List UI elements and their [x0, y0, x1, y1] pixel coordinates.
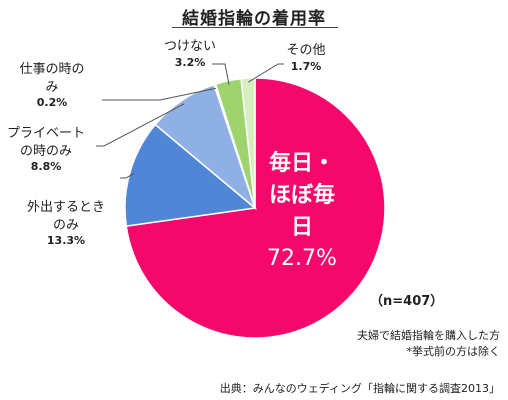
slice-label-notworn: つけない 3.2%	[148, 38, 232, 70]
slice-name-private-2: の時のみ	[19, 143, 72, 159]
source-credit: 出典：みんなのウェディング「指輪に関する調査2013」	[219, 382, 500, 395]
slice-name-outing-1: 外出するとき	[26, 200, 105, 215]
pie-slice-outing	[124, 123, 257, 227]
slice-label-other: その他 1.7%	[274, 42, 338, 74]
slice-label-daily: 毎日・ ほぼ毎 日 72.7%	[252, 148, 352, 273]
slice-value-work: 0.2%	[36, 96, 68, 110]
sample-size: （n=407）	[370, 294, 444, 309]
slice-value-outing: 13.3%	[46, 234, 86, 248]
slice-name-work-1: 仕事の時の	[19, 62, 85, 77]
slice-value-notworn: 3.2%	[174, 55, 206, 69]
slice-name-work-2: み	[45, 79, 59, 95]
leader-line-notworn	[212, 63, 230, 85]
leader-line-work	[102, 87, 217, 101]
chart-title: 結婚指輪の着用率	[182, 9, 326, 29]
title-underline	[172, 27, 338, 28]
note-line-2: *挙式前の方は除く	[406, 344, 501, 358]
slice-name-daily-2: ほぼ毎	[268, 182, 335, 208]
pie-slices	[124, 77, 386, 339]
leader-line-outing	[120, 172, 135, 179]
leader-line-other	[248, 63, 284, 83]
slice-value-daily: 72.7%	[267, 245, 337, 271]
slice-label-private: プライベート の時のみ 8.8%	[0, 125, 92, 175]
slice-name-private-1: プライベート	[6, 126, 85, 141]
slice-label-work: 仕事の時の み 0.2%	[0, 61, 104, 111]
slice-name-daily-1: 毎日・	[268, 151, 335, 176]
note-line-1: 夫婦で結婚指輪を購入した方	[357, 329, 500, 342]
slice-name-daily-3: 日	[290, 214, 313, 240]
slice-value-other: 1.7%	[290, 59, 322, 73]
leader-line-private	[96, 103, 185, 147]
slice-name-outing-2: のみ	[52, 217, 79, 233]
slice-name-other: その他	[286, 43, 326, 58]
chart-notes: 夫婦で結婚指輪を購入した方 *挙式前の方は除く	[308, 328, 500, 360]
slice-name-notworn: つけない	[163, 39, 216, 54]
slice-label-outing: 外出するとき のみ 13.3%	[2, 199, 130, 249]
slice-value-private: 8.8%	[30, 160, 62, 174]
leader-lines	[96, 63, 284, 179]
